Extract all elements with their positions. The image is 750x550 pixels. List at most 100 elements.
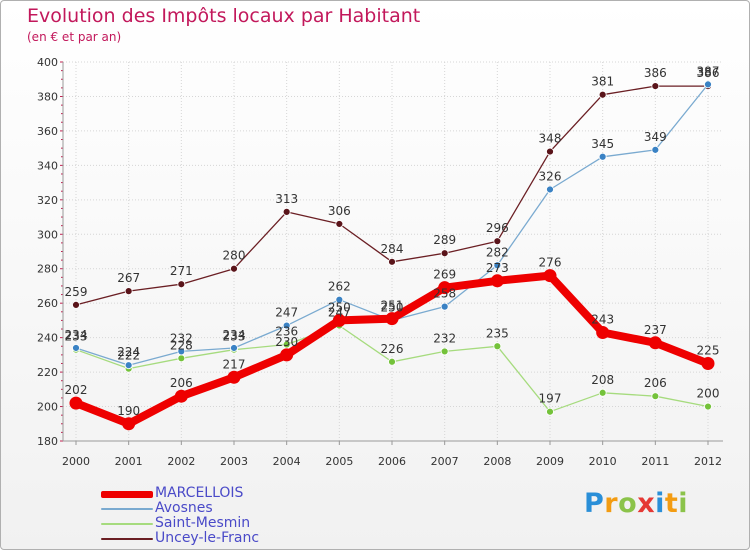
data-point-avosnes [440, 302, 449, 311]
data-label-avosnes: 247 [275, 306, 298, 320]
data-point-uncey-le-franc [598, 90, 607, 99]
data-label-uncey-le-franc: 284 [381, 242, 404, 256]
data-point-marcellois [385, 312, 399, 326]
y-tick-label: 200 [37, 401, 58, 414]
data-label-marcellois: 217 [223, 357, 246, 371]
data-label-marcellois: 251 [381, 299, 404, 313]
data-label-avosnes: 326 [539, 169, 562, 183]
y-tick-label: 360 [37, 125, 58, 138]
data-label-saint-mesmin: 200 [697, 387, 720, 401]
series-marcellois [69, 269, 715, 431]
y-tick-label: 340 [37, 159, 58, 172]
data-point-uncey-le-franc [440, 249, 449, 258]
logo-letter: i [655, 488, 665, 519]
data-point-avosnes [282, 321, 291, 330]
data-point-uncey-le-franc [335, 220, 344, 228]
x-tick-label: 2010 [589, 455, 617, 468]
x-tick-label: 2001 [115, 455, 143, 468]
data-label-avosnes: 349 [644, 130, 667, 144]
data-label-avosnes: 234 [223, 328, 246, 342]
legend-swatch-saint-mesmin [101, 523, 153, 525]
logo-letter: x [637, 488, 656, 519]
data-label-saint-mesmin: 228 [170, 338, 193, 352]
x-tick-label: 2009 [536, 455, 564, 468]
data-label-marcellois: 230 [275, 335, 298, 349]
x-tick-label: 2004 [273, 455, 301, 468]
x-tick-label: 2003 [220, 455, 248, 468]
data-point-uncey-le-franc [282, 207, 291, 216]
legend-item-avosnes: Avosnes [101, 501, 301, 516]
data-point-uncey-le-franc [230, 264, 238, 273]
data-label-uncey-le-franc: 306 [328, 204, 351, 218]
data-point-avosnes [177, 347, 186, 356]
y-tick-label: 280 [37, 263, 58, 276]
data-label-uncey-le-franc: 271 [170, 264, 193, 278]
data-point-marcellois [596, 325, 610, 339]
data-point-saint-mesmin [440, 347, 449, 356]
data-point-avosnes [493, 261, 502, 270]
legend-item-saint-mesmin: Saint-Mesmin [101, 516, 301, 531]
y-tick-label: 220 [37, 366, 58, 379]
legend-swatch-marcellois [101, 491, 153, 498]
x-tick-label: 2005 [325, 455, 353, 468]
data-label-uncey-le-franc: 348 [539, 132, 562, 146]
data-label-marcellois: 206 [170, 376, 193, 390]
x-tick-label: 2007 [431, 455, 459, 468]
data-label-avosnes: 282 [486, 245, 509, 259]
data-label-saint-mesmin: 235 [486, 326, 509, 340]
data-label-marcellois: 276 [539, 256, 562, 270]
data-label-avosnes: 234 [65, 328, 88, 342]
data-label-saint-mesmin: 233 [65, 330, 88, 344]
data-point-marcellois [701, 356, 715, 370]
data-label-marcellois: 273 [486, 261, 509, 275]
legend-label-marcellois: MARCELLOIS [155, 485, 244, 501]
data-label-avosnes: 387 [697, 64, 720, 78]
data-point-marcellois [69, 396, 83, 410]
data-label-marcellois: 237 [644, 323, 667, 337]
data-point-marcellois [174, 389, 188, 403]
x-tick-label: 2000 [62, 455, 90, 468]
data-point-marcellois [438, 281, 452, 295]
data-point-marcellois [227, 370, 241, 384]
data-label-marcellois: 243 [591, 312, 614, 326]
data-point-saint-mesmin [177, 354, 186, 363]
data-label-saint-mesmin: 247 [328, 306, 351, 320]
data-point-saint-mesmin [493, 342, 502, 351]
legend-swatch-uncey-le-franc [101, 538, 153, 540]
data-label-uncey-le-franc: 313 [275, 192, 298, 206]
data-label-uncey-le-franc: 296 [486, 221, 509, 235]
logo-letter: t [664, 488, 679, 519]
y-tick-label: 380 [37, 90, 58, 103]
y-tick-label: 260 [37, 297, 58, 310]
chart-subtitle: (en € et par an) [27, 30, 122, 44]
data-label-marcellois: 269 [433, 268, 456, 282]
y-tick-label: 320 [37, 194, 58, 207]
data-point-marcellois [280, 348, 294, 362]
legend-label-avosnes: Avosnes [155, 500, 213, 516]
data-point-saint-mesmin [546, 407, 554, 416]
data-label-saint-mesmin: 197 [539, 392, 562, 406]
data-point-saint-mesmin [282, 340, 291, 349]
data-point-avosnes [124, 361, 133, 370]
data-point-marcellois [490, 274, 504, 288]
data-label-uncey-le-franc: 386 [644, 66, 667, 80]
data-label-marcellois: 202 [65, 383, 88, 397]
data-label-avosnes: 250 [381, 300, 404, 314]
data-point-uncey-le-franc [177, 280, 186, 289]
y-tick-label: 300 [37, 228, 58, 241]
data-label-marcellois: 190 [117, 404, 140, 418]
x-tick-label: 2006 [378, 455, 406, 468]
data-label-uncey-le-franc: 259 [65, 285, 88, 299]
data-label-avosnes: 262 [328, 280, 351, 294]
data-point-uncey-le-franc [651, 82, 660, 91]
data-point-avosnes [546, 185, 554, 194]
data-label-saint-mesmin: 208 [591, 373, 614, 387]
data-label-avosnes: 224 [117, 345, 140, 359]
data-label-uncey-le-franc: 381 [591, 75, 614, 89]
data-label-avosnes: 258 [433, 287, 456, 301]
data-label-marcellois: 250 [328, 300, 351, 314]
data-point-avosnes [598, 152, 607, 161]
data-label-avosnes: 345 [591, 137, 614, 151]
legend-swatch-avosnes [101, 508, 153, 510]
